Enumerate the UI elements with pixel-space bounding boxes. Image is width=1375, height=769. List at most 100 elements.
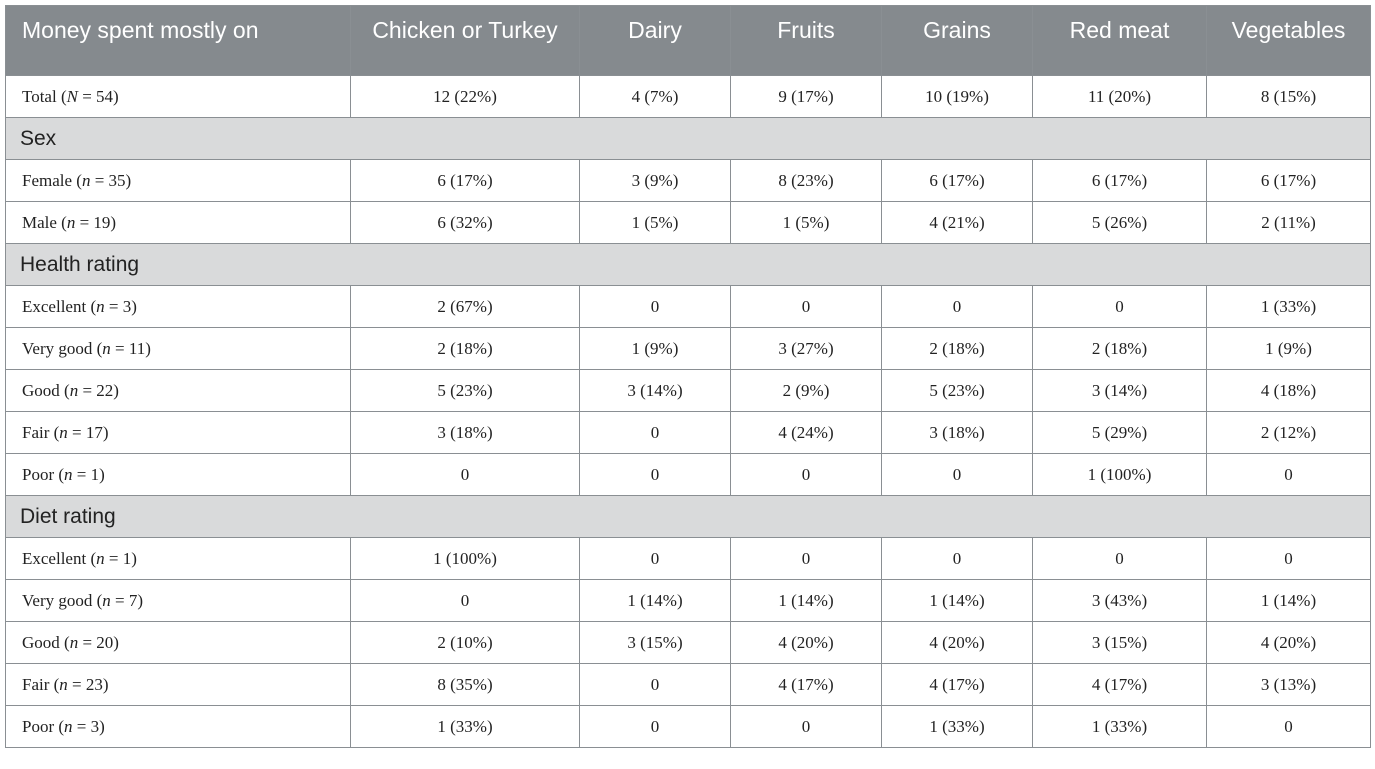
table-cell: 0 — [579, 411, 731, 454]
section-row: Sex — [5, 117, 1371, 160]
section-row: Diet rating — [5, 495, 1371, 538]
header-money-spent: Money spent mostly on — [5, 5, 351, 76]
header-dairy: Dairy — [579, 5, 731, 76]
row-label: Good (n = 20) — [5, 621, 351, 664]
row-label-variable: n — [59, 674, 68, 694]
row-label-variable: n — [102, 338, 111, 358]
row-label: Fair (n = 17) — [5, 411, 351, 454]
row-label-variable: n — [81, 170, 91, 190]
table-row: Fair (n = 23) 8 (35%) 0 4 (17%) 4 (17%) 4 (17… — [5, 663, 1371, 706]
table-cell: 3 (18%) — [881, 411, 1033, 454]
row-label-prefix: Excellent ( — [22, 296, 97, 316]
section-label: Diet rating — [5, 495, 1371, 538]
row-label: Poor (n = 3) — [5, 705, 351, 748]
table-cell: 8 (23%) — [730, 159, 882, 202]
table-cell: 0 — [350, 453, 580, 496]
table-cell: 10 (19%) — [881, 75, 1033, 118]
row-label-prefix: Female ( — [22, 170, 82, 190]
table-cell: 1 (14%) — [579, 579, 731, 622]
table-cell: 4 (24%) — [730, 411, 882, 454]
data-table: Money spent mostly on Chicken or Turkey … — [5, 5, 1371, 748]
table-cell: 3 (27%) — [730, 327, 882, 370]
table-cell: 0 — [730, 285, 882, 328]
table-cell: 0 — [579, 285, 731, 328]
row-label-prefix: Good ( — [22, 632, 70, 652]
table-cell: 4 (17%) — [881, 663, 1033, 706]
table-cell: 0 — [579, 663, 731, 706]
row-label-prefix: Very good ( — [22, 590, 103, 610]
row-label-variable: N — [66, 86, 78, 106]
table-cell: 4 (18%) — [1206, 369, 1371, 412]
row-label: Very good (n = 7) — [5, 579, 351, 622]
row-label-variable: n — [69, 632, 79, 652]
row-label-suffix: = 23) — [67, 674, 109, 694]
section-row: Health rating — [5, 243, 1371, 286]
table-row: Excellent (n = 3) 2 (67%) 0 0 0 0 1 (33%) — [5, 285, 1371, 328]
table-row: Total (N = 54) 12 (22%) 4 (7%) 9 (17%) 10 (1… — [5, 75, 1371, 118]
table-cell: 12 (22%) — [350, 75, 580, 118]
table-cell: 1 (100%) — [350, 537, 580, 580]
table-cell: 0 — [730, 705, 882, 748]
table-cell: 0 — [1032, 537, 1207, 580]
table-cell: 1 (14%) — [730, 579, 882, 622]
table-cell: 3 (14%) — [579, 369, 731, 412]
table-cell: 0 — [730, 537, 882, 580]
table-cell: 5 (29%) — [1032, 411, 1207, 454]
table-cell: 1 (33%) — [350, 705, 580, 748]
table-cell: 2 (18%) — [350, 327, 580, 370]
row-label-variable: n — [96, 548, 105, 568]
table-cell: 0 — [350, 579, 580, 622]
table-row: Male (n = 19) 6 (32%) 1 (5%) 1 (5%) 4 (21%) 5… — [5, 201, 1371, 244]
table-cell: 1 (5%) — [730, 201, 882, 244]
table-cell: 9 (17%) — [730, 75, 882, 118]
table-cell: 5 (23%) — [350, 369, 580, 412]
row-label-variable: n — [64, 716, 73, 736]
row-label-variable: n — [69, 380, 79, 400]
table-cell: 1 (9%) — [1206, 327, 1371, 370]
row-label: Male (n = 19) — [5, 201, 351, 244]
table-cell: 4 (20%) — [730, 621, 882, 664]
table-cell: 6 (32%) — [350, 201, 580, 244]
row-label-suffix: = 35) — [90, 170, 132, 190]
table-cell: 4 (17%) — [1032, 663, 1207, 706]
table-row: Very good (n = 7) 0 1 (14%) 1 (14%) 1 (14%) 3… — [5, 579, 1371, 622]
table-cell: 2 (18%) — [881, 327, 1033, 370]
table-cell: 3 (15%) — [1032, 621, 1207, 664]
table-cell: 0 — [1206, 453, 1371, 496]
table-cell: 0 — [881, 537, 1033, 580]
header-vegetables: Vegetables — [1206, 5, 1371, 76]
row-label: Good (n = 22) — [5, 369, 351, 412]
table-cell: 11 (20%) — [1032, 75, 1207, 118]
table-cell: 0 — [579, 705, 731, 748]
row-label-suffix: = 20) — [78, 632, 119, 652]
table-cell: 4 (7%) — [579, 75, 731, 118]
row-label-variable: n — [96, 296, 105, 316]
table-row: Poor (n = 3) 1 (33%) 0 0 1 (33%) 1 (33%) 0 — [5, 705, 1371, 748]
row-label-prefix: Poor ( — [22, 716, 65, 736]
table-cell: 1 (33%) — [1032, 705, 1207, 748]
row-label-variable: n — [59, 422, 68, 442]
row-label: Excellent (n = 3) — [5, 285, 351, 328]
header-grains: Grains — [881, 5, 1033, 76]
table-cell: 0 — [1032, 285, 1207, 328]
header-red-meat: Red meat — [1032, 5, 1207, 76]
row-label-prefix: Very good ( — [22, 338, 103, 358]
table-cell: 3 (43%) — [1032, 579, 1207, 622]
row-label-prefix: Male ( — [22, 212, 67, 232]
table-cell: 4 (20%) — [881, 621, 1033, 664]
row-label: Poor (n = 1) — [5, 453, 351, 496]
table-cell: 2 (9%) — [730, 369, 882, 412]
table-cell: 2 (10%) — [350, 621, 580, 664]
table-row: Poor (n = 1) 0 0 0 0 1 (100%) 0 — [5, 453, 1371, 496]
table-cell: 3 (14%) — [1032, 369, 1207, 412]
table-cell: 8 (15%) — [1206, 75, 1371, 118]
row-label-variable: n — [64, 464, 73, 484]
row-label-suffix: = 22) — [78, 380, 119, 400]
row-label-prefix: Total ( — [22, 86, 67, 106]
row-label-suffix: = 3) — [72, 716, 105, 736]
table-cell: 1 (5%) — [579, 201, 731, 244]
table-cell: 5 (23%) — [881, 369, 1033, 412]
table-cell: 3 (9%) — [579, 159, 731, 202]
table-row: Fair (n = 17) 3 (18%) 0 4 (24%) 3 (18%) 5 (29… — [5, 411, 1371, 454]
table-cell: 3 (18%) — [350, 411, 580, 454]
